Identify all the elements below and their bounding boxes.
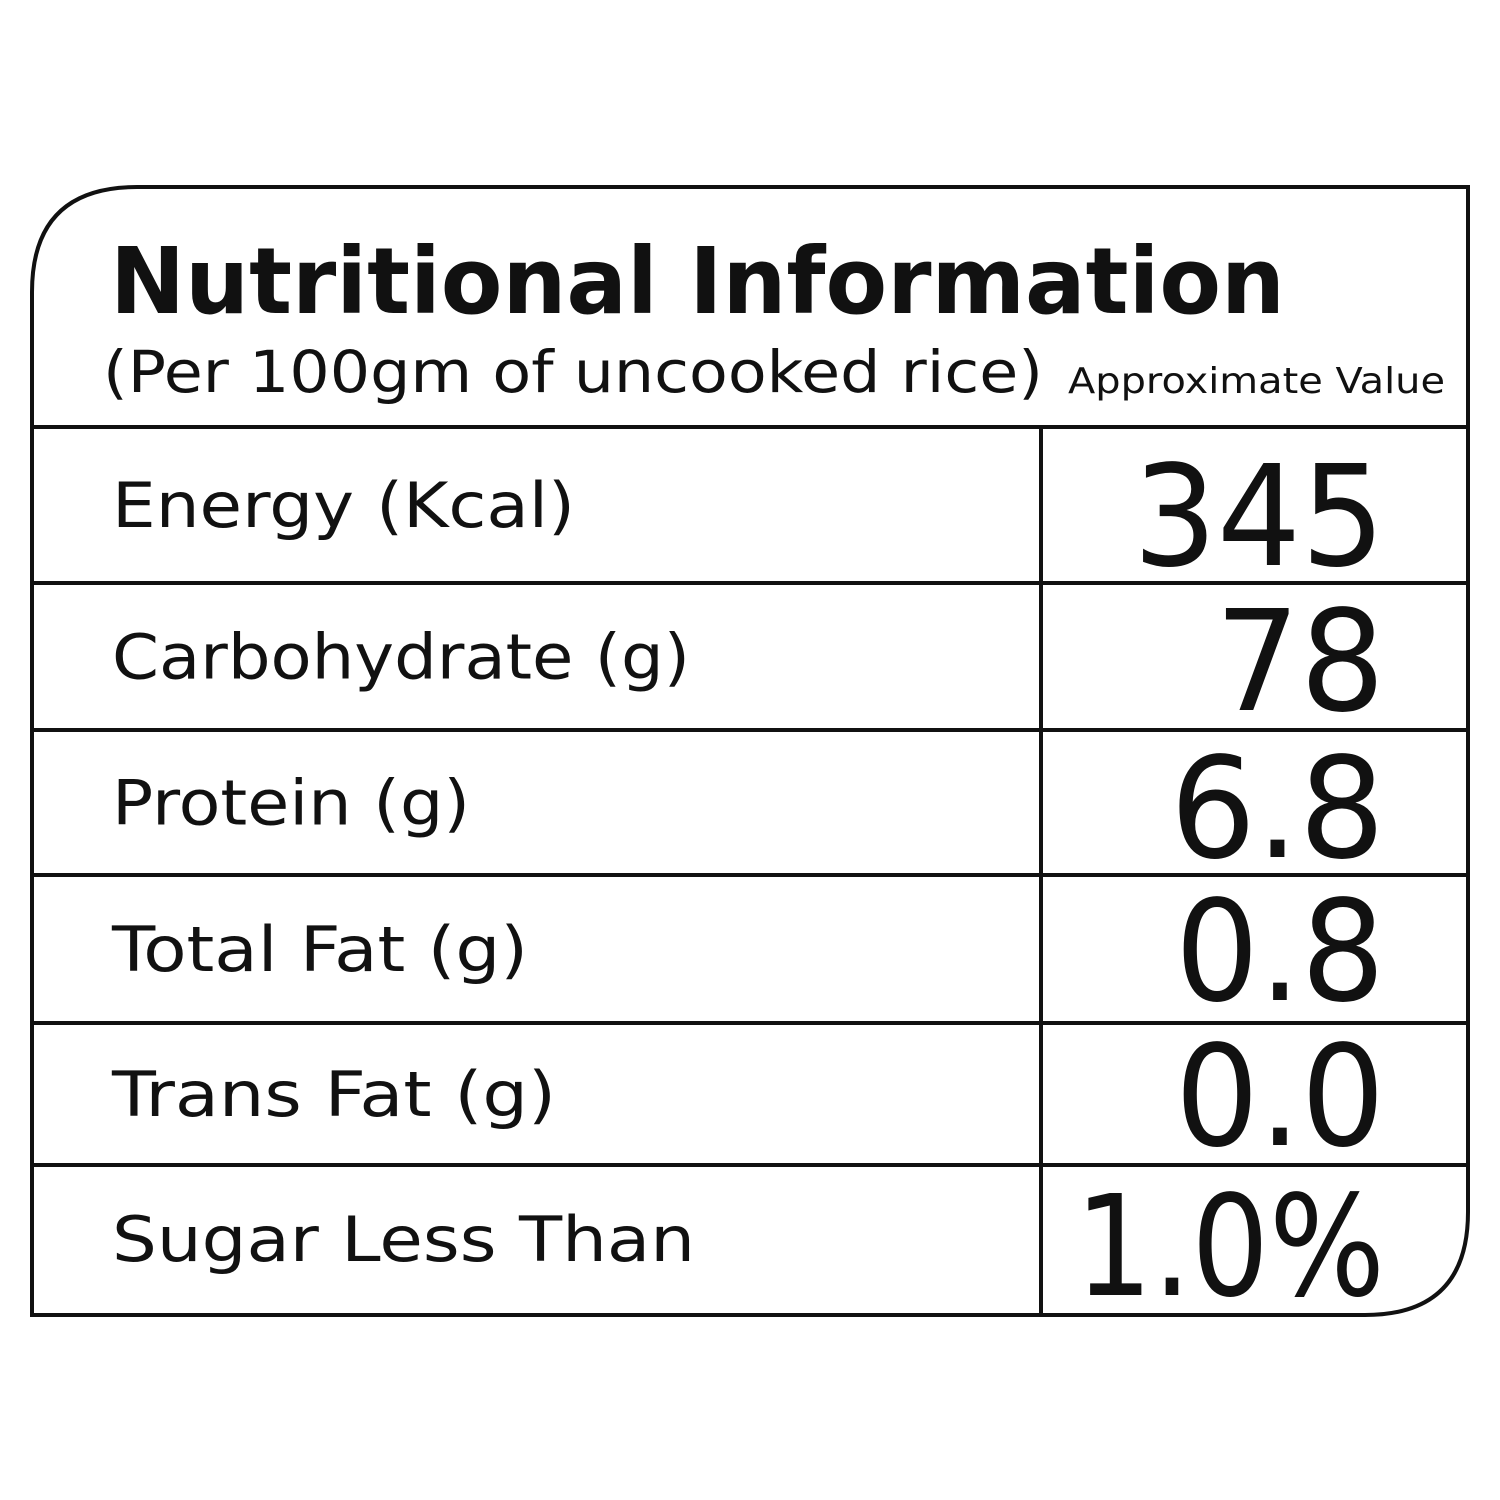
- row-value: 6.8: [1170, 728, 1385, 891]
- row-value: 0.0: [1175, 1016, 1385, 1179]
- row-value: 1.0%: [1075, 1166, 1385, 1329]
- row-label: Carbohydrate (g): [112, 621, 690, 694]
- title: Nutritional Information: [110, 228, 1285, 335]
- row-label: Energy (Kcal): [112, 469, 575, 542]
- row-label: Trans Fat (g): [111, 1058, 556, 1131]
- subtitle: (Per 100gm of uncooked rice): [103, 338, 1043, 406]
- table-body: Energy (Kcal) 345 Carbohydrate (g) 78 Protei…: [34, 436, 1466, 1329]
- row-label: Total Fat (g): [111, 913, 528, 986]
- row-value: 78: [1215, 581, 1385, 744]
- column-header: Approximate Value: [1068, 361, 1445, 402]
- row-value: 345: [1133, 436, 1385, 599]
- row-value: 0.8: [1175, 871, 1385, 1034]
- row-label: Sugar Less Than: [112, 1203, 695, 1276]
- row-label: Protein (g): [112, 767, 470, 840]
- label-frame: [30, 185, 1470, 1317]
